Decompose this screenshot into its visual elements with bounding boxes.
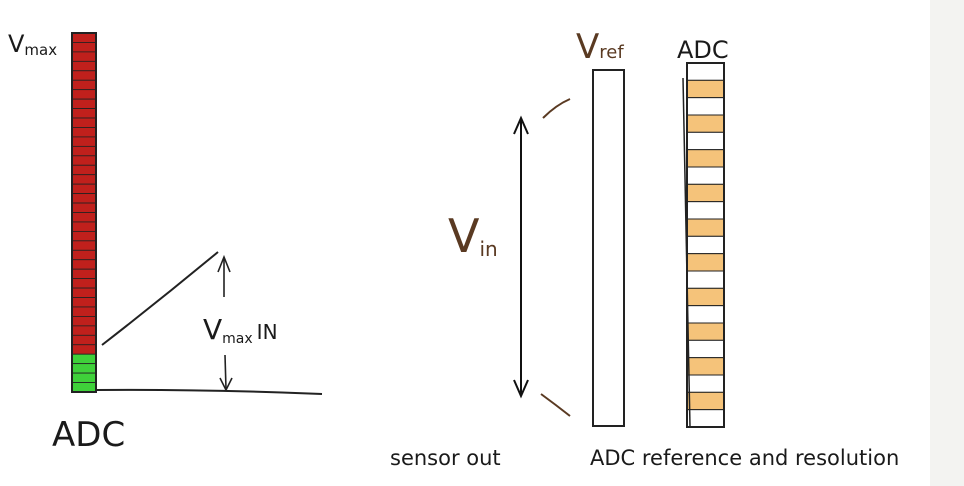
left-bar-segment-red (71, 155, 97, 166)
vmax-top-label-sub: max (24, 41, 57, 59)
left-bar-segment-red (71, 98, 97, 109)
left-bar-segment-red (71, 136, 97, 147)
left-bar-segment-red (71, 183, 97, 195)
paper-shade (930, 0, 964, 486)
left-bar-segment-green (71, 363, 97, 374)
vin-label-sub: in (479, 237, 497, 261)
left-bar-segment-red (71, 249, 97, 261)
left-bar-segment-red (71, 334, 97, 346)
adc-segment-empty (686, 305, 725, 324)
baseline-line (95, 388, 323, 395)
vmax-top-label: Vmax (8, 30, 57, 59)
left-bar-segment-red (71, 230, 97, 242)
adc-segment-filled (686, 149, 725, 168)
left-bar-segment-red (71, 164, 97, 176)
adc-segment-empty (686, 374, 725, 393)
vmax-in-label-suffix: IN (257, 320, 278, 344)
left-bar-segment-red (71, 278, 97, 289)
adc-segment-empty (686, 235, 725, 255)
left-bar-segment-red (71, 79, 97, 91)
range-arrow-down-head (219, 377, 233, 392)
adc-segment-filled (686, 322, 725, 341)
left-bar-segment-red (71, 325, 97, 336)
left-bar-segment-red (71, 108, 97, 119)
left-bar-segment-red (71, 89, 97, 100)
left-bar-segment-red (71, 240, 97, 251)
left-bar-segment-green (71, 353, 97, 365)
caption-sensor-out: sensor out (390, 446, 501, 470)
vref-label-main: V (576, 27, 599, 67)
vmax-in-label: Vmax IN (203, 313, 278, 347)
adc-segment-filled (686, 391, 725, 411)
vin-arrow-up-head (513, 115, 529, 135)
vmax-in-label-main: V (203, 313, 222, 346)
adc-segment-empty (686, 97, 725, 116)
left-bar-segment-green (71, 382, 97, 393)
left-bar-segment-red (71, 259, 97, 270)
vin-arrow-down-head (513, 379, 529, 399)
left-bar-segment-red (71, 42, 97, 53)
left-bar-segment-red (71, 268, 97, 280)
adc-segment-empty (686, 270, 725, 289)
right-adc-label: ADC (677, 36, 729, 64)
left-bar-segment-red (71, 212, 97, 223)
adc-segment-filled (686, 114, 725, 133)
adc-segment-empty (686, 166, 725, 185)
range-arrow-lower-shaft (224, 354, 227, 390)
adc-segment-empty (686, 131, 725, 151)
left-bar-segment-red (71, 202, 97, 213)
sensor-slope-line (101, 251, 219, 346)
left-adc-label: ADC (52, 415, 125, 455)
left-bar-segment-red (71, 221, 97, 232)
left-adc-bar-outline (71, 32, 97, 393)
caption-adc-reference: ADC reference and resolution (590, 446, 899, 470)
adc-segment-filled (686, 287, 725, 307)
vin-top-tick (542, 98, 571, 119)
adc-segment-empty (686, 409, 725, 428)
left-bar-segment-red (71, 193, 97, 204)
left-bar-segment-red (71, 287, 97, 298)
adc-segment-filled (686, 79, 725, 99)
left-bar-segment-red (71, 306, 97, 317)
vref-label: Vref (576, 27, 624, 67)
left-bar-segment-red (71, 174, 97, 185)
left-bar-segment-red (71, 145, 97, 157)
right-panel: Vref ADC Vin (448, 27, 729, 428)
vmax-in-label-sub: max (222, 331, 253, 347)
adc-segment-filled (686, 183, 725, 203)
adc-segment-filled (686, 218, 725, 237)
range-arrow-up-head (217, 254, 231, 273)
left-bar-segment-red (71, 127, 97, 138)
vref-label-sub: ref (599, 42, 624, 63)
vin-label: Vin (448, 209, 498, 263)
adc-segment-empty (686, 201, 725, 220)
adc-segment-filled (686, 357, 725, 376)
adc-segment-empty (686, 339, 725, 359)
left-panel: Vmax Vmax IN ADC (8, 30, 323, 455)
adc-segment-filled (686, 253, 725, 272)
vin-bottom-tick (540, 393, 571, 417)
left-bar-segment-green (71, 372, 97, 383)
left-bar-segment-red (71, 51, 97, 62)
left-bar-segment-red (71, 117, 97, 128)
left-bar-segment-red (71, 316, 97, 327)
left-bar-segment-red (71, 70, 97, 81)
vmax-top-label-main: V (8, 30, 25, 58)
vin-label-main: V (448, 209, 480, 263)
adc-segment-empty (686, 62, 725, 81)
vref-column (592, 69, 625, 427)
adc-resolution-column (686, 62, 725, 428)
adc-column-side-stroke (682, 77, 691, 428)
left-adc-bar (71, 32, 97, 393)
left-bar-segment-red (71, 297, 97, 308)
left-bar-segment-red (71, 344, 97, 355)
left-bar-segment-red (71, 60, 97, 72)
left-bar-segment-red (71, 32, 97, 43)
